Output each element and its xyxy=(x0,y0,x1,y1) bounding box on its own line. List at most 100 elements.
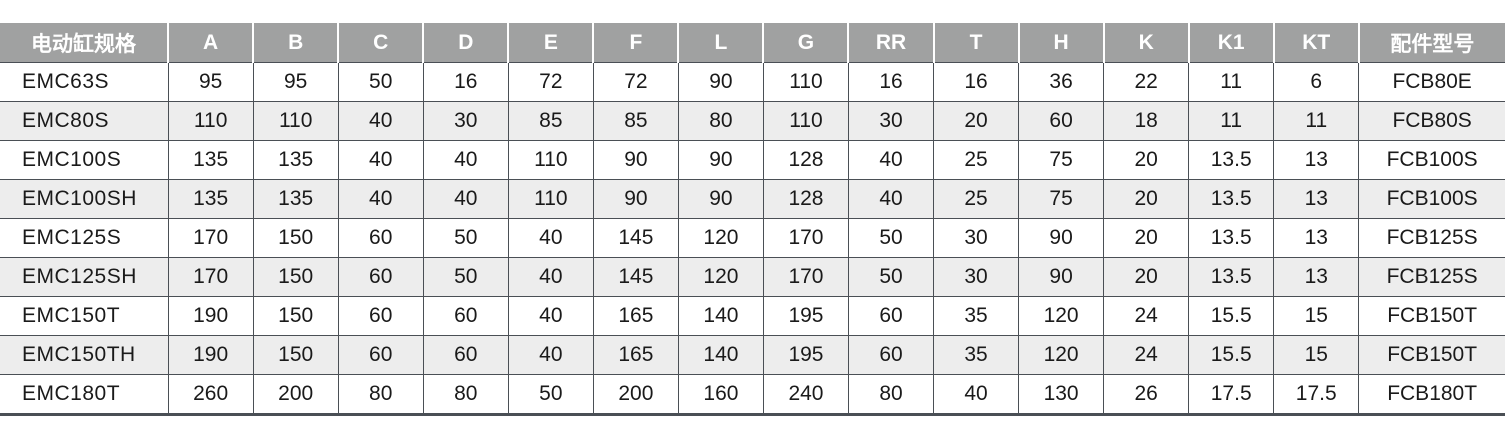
model-cell: EMC100S xyxy=(0,140,169,180)
table-cell: FCB125S xyxy=(1358,257,1505,297)
table-cell: 17.5 xyxy=(1273,374,1359,415)
model-cell: EMC63S xyxy=(0,62,169,102)
table-cell: 200 xyxy=(592,374,679,415)
model-cell: EMC100SH xyxy=(0,179,169,219)
table-cell: 90 xyxy=(677,62,764,102)
table-cell: 36 xyxy=(1018,62,1104,102)
table-cell: 135 xyxy=(167,140,254,180)
column-header: K1 xyxy=(1187,23,1274,63)
table-cell: FCB80S xyxy=(1358,101,1505,141)
table-cell: 120 xyxy=(677,218,764,258)
table-cell: 80 xyxy=(422,374,509,415)
table-row: EMC125S 170 150 60 50 40 145 120 170 50 30 90 20 13.5… xyxy=(0,218,1505,258)
model-cell: EMC180T xyxy=(0,374,169,415)
table-cell: 135 xyxy=(252,140,339,180)
model-cell: EMC150T xyxy=(0,296,169,336)
column-header: H xyxy=(1017,23,1104,63)
table-cell: 13 xyxy=(1273,140,1359,180)
table-cell: 240 xyxy=(762,374,849,415)
table-cell: 16 xyxy=(847,62,934,102)
table-row: EMC100S 135 135 40 40 110 90 90 128 40 25 75 20 13.5 1… xyxy=(0,140,1505,180)
table-cell: 95 xyxy=(167,62,254,102)
table-cell: 11 xyxy=(1188,101,1274,141)
table-cell: 128 xyxy=(762,179,849,219)
table-cell: 72 xyxy=(507,62,594,102)
table-cell: 170 xyxy=(167,257,254,297)
table-cell: 40 xyxy=(337,179,424,219)
table-cell: 110 xyxy=(762,62,849,102)
table-cell: FCB80E xyxy=(1358,62,1505,102)
table-cell: 85 xyxy=(507,101,594,141)
table-cell: 60 xyxy=(337,296,424,336)
table-cell: 135 xyxy=(167,179,254,219)
table-cell: 13.5 xyxy=(1188,218,1274,258)
table-cell: 150 xyxy=(252,335,339,375)
table-cell: 40 xyxy=(422,140,509,180)
table-cell: 13 xyxy=(1273,218,1359,258)
table-cell: 128 xyxy=(762,140,849,180)
header-row: 电动缸规格 A B C D E F L G RR T H K K1 KT 配件型号 xyxy=(0,23,1505,63)
table-cell: 50 xyxy=(422,218,509,258)
table-cell: 120 xyxy=(1018,296,1104,336)
table-cell: 110 xyxy=(507,179,594,219)
table-cell: 40 xyxy=(507,218,594,258)
table-cell: 17.5 xyxy=(1188,374,1274,415)
table-cell: 40 xyxy=(933,374,1019,415)
table-cell: 72 xyxy=(592,62,679,102)
table-cell: 30 xyxy=(422,101,509,141)
table-cell: FCB125S xyxy=(1358,218,1505,258)
table-row: EMC180T 260 200 80 80 50 200 160 240 80 40 130 26 17.… xyxy=(0,374,1505,415)
table-cell: 170 xyxy=(762,218,849,258)
column-header: E xyxy=(507,23,594,63)
table-cell: 50 xyxy=(507,374,594,415)
table-cell: 30 xyxy=(933,257,1019,297)
table-cell: 40 xyxy=(422,179,509,219)
table-cell: FCB180T xyxy=(1358,374,1505,415)
table-cell: 110 xyxy=(507,140,594,180)
table-cell: 35 xyxy=(933,296,1019,336)
model-cell: EMC80S xyxy=(0,101,169,141)
table-cell: 170 xyxy=(167,218,254,258)
table-cell: 11 xyxy=(1188,62,1274,102)
column-header: L xyxy=(677,23,764,63)
table-cell: 20 xyxy=(1103,140,1189,180)
table-cell: 165 xyxy=(592,296,679,336)
table-cell: 13.5 xyxy=(1188,179,1274,219)
column-header: C xyxy=(337,23,424,63)
model-cell: EMC125S xyxy=(0,218,169,258)
table-cell: 145 xyxy=(592,218,679,258)
table-cell: 24 xyxy=(1103,296,1189,336)
table-cell: FCB150T xyxy=(1358,296,1505,336)
table-cell: 90 xyxy=(677,179,764,219)
table-cell: 110 xyxy=(252,101,339,141)
table-cell: 140 xyxy=(677,335,764,375)
table-row: EMC150T 190 150 60 60 40 165 140 195 60 35 120 24 15.… xyxy=(0,296,1505,336)
table-cell: 170 xyxy=(762,257,849,297)
table-cell: 15.5 xyxy=(1188,296,1274,336)
table-cell: 50 xyxy=(422,257,509,297)
table-cell: 120 xyxy=(677,257,764,297)
table-cell: 75 xyxy=(1018,179,1104,219)
table-cell: 25 xyxy=(933,140,1019,180)
table-cell: 135 xyxy=(252,179,339,219)
table-cell: 260 xyxy=(167,374,254,415)
table-cell: 30 xyxy=(847,101,934,141)
table-cell: 50 xyxy=(847,257,934,297)
table-cell: 30 xyxy=(933,218,1019,258)
column-header: F xyxy=(592,23,679,63)
table-cell: 190 xyxy=(167,296,254,336)
table-cell: 90 xyxy=(592,140,679,180)
table-cell: 165 xyxy=(592,335,679,375)
table-cell: 80 xyxy=(847,374,934,415)
table-cell: 24 xyxy=(1103,335,1189,375)
table-cell: 145 xyxy=(592,257,679,297)
table-cell: 40 xyxy=(847,179,934,219)
table-cell: 18 xyxy=(1103,101,1189,141)
table-row: EMC125SH 170 150 60 50 40 145 120 170 50 30 90 20 13.… xyxy=(0,257,1505,297)
table-cell: 20 xyxy=(1103,179,1189,219)
table-cell: 40 xyxy=(847,140,934,180)
table-cell: 16 xyxy=(422,62,509,102)
column-header: T xyxy=(932,23,1019,63)
table-cell: 130 xyxy=(1018,374,1104,415)
table-cell: 16 xyxy=(933,62,1019,102)
